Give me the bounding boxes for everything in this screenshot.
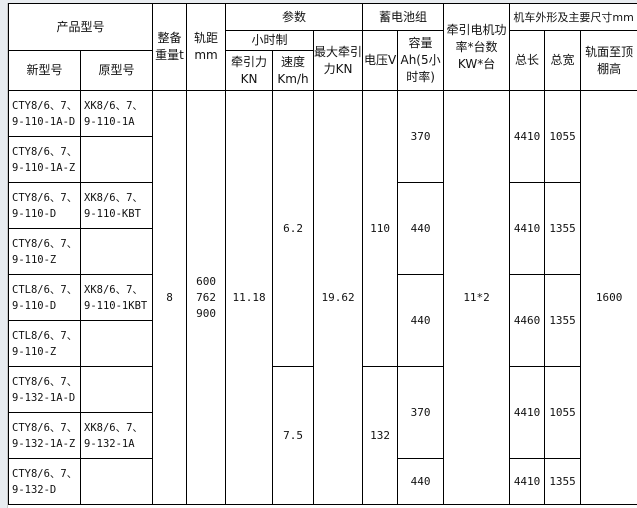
header-battery: 蓄电池组 bbox=[362, 3, 445, 31]
length-cell: 4410 bbox=[509, 366, 546, 459]
header-speed: 速度Km/h bbox=[272, 50, 315, 91]
orig-model-cell bbox=[79, 320, 154, 367]
header-voltage: 电压V bbox=[362, 30, 399, 91]
traction-cell: 11.18 bbox=[225, 90, 274, 505]
capacity-cell: 440 bbox=[397, 182, 445, 275]
header-product-model: 产品型号 bbox=[7, 3, 154, 51]
new-model-cell: CTY8/6、7、 9-110-1A-Z bbox=[8, 136, 81, 183]
speed-cell: 7.5 bbox=[272, 366, 315, 505]
width-cell: 1355 bbox=[544, 182, 582, 275]
orig-model-cell bbox=[79, 458, 154, 505]
header-dims: 机车外形及主要尺寸mm bbox=[509, 3, 637, 31]
header-orig-model: 原型号 bbox=[79, 50, 154, 91]
header-capacity: 容量Ah(5小时率) bbox=[397, 30, 445, 91]
width-cell: 1355 bbox=[544, 274, 582, 367]
table-row: CTL8/6、7、 9-110-Z bbox=[8, 320, 637, 367]
height-cell: 1600 bbox=[580, 90, 637, 505]
orig-model-cell bbox=[79, 228, 154, 275]
header-length: 总长 bbox=[509, 30, 546, 91]
capacity-cell: 440 bbox=[397, 274, 445, 367]
max-traction-cell: 19.62 bbox=[313, 90, 364, 505]
orig-model-cell bbox=[79, 366, 154, 413]
header-width: 总宽 bbox=[544, 30, 582, 91]
table-row: CTY8/6、7、 9-132-1A-Z XK8/6、7、 9-132-1A bbox=[8, 412, 637, 459]
motor-cell: 11*2 bbox=[443, 90, 511, 505]
table-row: CTY8/6、7、 9-110-1A-D XK8/6、7、 9-110-1A 8… bbox=[8, 90, 637, 505]
new-model-cell: CTY8/6、7、 9-132-D bbox=[8, 458, 81, 505]
locomotive-spec-table: 产品型号 整备重量t 轨距mm 参数 蓄电池组 牵引电机功率*台数KW*台 机车… bbox=[7, 3, 637, 505]
orig-model-cell: XK8/6、7、 9-110-1KBT bbox=[79, 274, 154, 321]
table-row: CTY8/6、7、 9-132-D 440 4410 1355 bbox=[8, 458, 637, 505]
header-new-model: 新型号 bbox=[8, 50, 81, 91]
header-params: 参数 bbox=[225, 3, 364, 31]
table-row: CTY8/6、7、 9-110-Z bbox=[8, 228, 637, 275]
orig-model-cell: XK8/6、7、 9-110-1A bbox=[79, 90, 154, 137]
gauge-cell: 600 762 900 bbox=[186, 90, 227, 505]
length-cell: 4410 bbox=[509, 182, 546, 275]
window-edge bbox=[0, 0, 8, 508]
header-max-traction: 最大牵引力KN bbox=[313, 30, 364, 91]
new-model-cell: CTL8/6、7、 9-110-Z bbox=[8, 320, 81, 367]
capacity-cell: 370 bbox=[397, 366, 445, 459]
new-model-cell: CTY8/6、7、 9-110-Z bbox=[8, 228, 81, 275]
new-model-cell: CTY8/6、7、 9-110-D bbox=[8, 182, 81, 229]
header-height: 轨面至顶棚高 bbox=[580, 30, 637, 91]
width-cell: 1055 bbox=[544, 366, 582, 459]
voltage-cell: 110 bbox=[362, 90, 399, 367]
table-row: CTL8/6、7、 9-110-D XK8/6、7、 9-110-1KBT 44… bbox=[8, 274, 637, 367]
orig-model-cell bbox=[79, 136, 154, 183]
table-row: CTY8/6、7、 9-132-1A-D 7.5 132 370 4410 10… bbox=[8, 366, 637, 505]
width-cell: 1055 bbox=[544, 90, 582, 183]
length-cell: 4410 bbox=[509, 458, 546, 505]
length-cell: 4410 bbox=[509, 90, 546, 183]
orig-model-cell: XK8/6、7、 9-132-1A bbox=[79, 412, 154, 459]
capacity-cell: 370 bbox=[397, 90, 445, 183]
header-weight: 整备重量t bbox=[152, 3, 188, 91]
orig-model-cell: XK8/6、7、 9-110-KBT bbox=[79, 182, 154, 229]
header-gauge: 轨距mm bbox=[186, 3, 227, 91]
weight-cell: 8 bbox=[152, 90, 188, 505]
table-row: CTY8/6、7、 9-110-1A-Z bbox=[8, 136, 637, 183]
length-cell: 4460 bbox=[509, 274, 546, 367]
table-row: CTY8/6、7、 9-110-D XK8/6、7、 9-110-KBT 440… bbox=[8, 182, 637, 275]
voltage-cell: 132 bbox=[362, 366, 399, 505]
new-model-cell: CTL8/6、7、 9-110-D bbox=[8, 274, 81, 321]
new-model-cell: CTY8/6、7、 9-132-1A-D bbox=[8, 366, 81, 413]
new-model-cell: CTY8/6、7、 9-132-1A-Z bbox=[8, 412, 81, 459]
capacity-cell: 440 bbox=[397, 458, 445, 505]
new-model-cell: CTY8/6、7、 9-110-1A-D bbox=[8, 90, 81, 137]
header-motor: 牵引电机功率*台数KW*台 bbox=[443, 3, 511, 91]
width-cell: 1355 bbox=[544, 458, 582, 505]
window-top-edge bbox=[0, 0, 637, 3]
header-hourly: 小时制 bbox=[225, 30, 315, 51]
header-traction: 牵引力KN bbox=[225, 50, 274, 91]
speed-cell: 6.2 bbox=[272, 90, 315, 367]
